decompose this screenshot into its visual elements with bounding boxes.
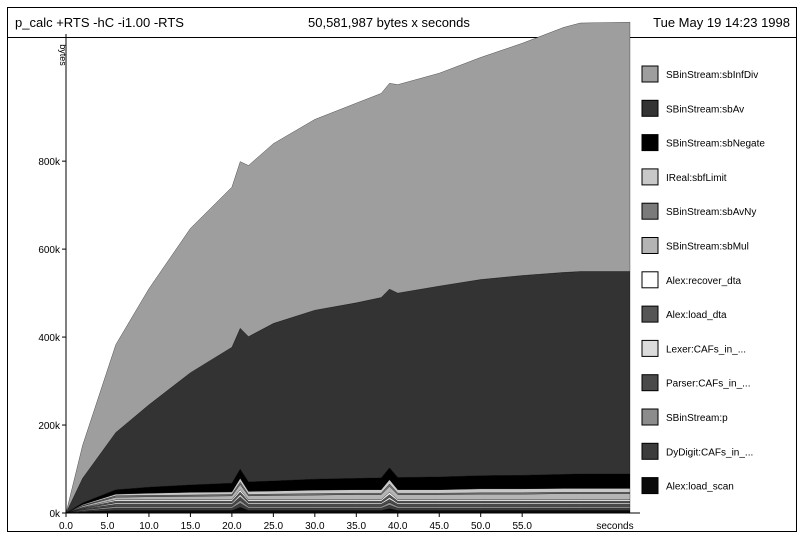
x-tick-label: 45.0 [430, 521, 450, 532]
x-tick-label: 35.0 [347, 521, 367, 532]
legend-label-lexer-cafs-in: Lexer:CAFs_in_... [666, 344, 746, 355]
legend-swatch-ireal-sbflimit [641, 168, 659, 186]
legend-label-sbinstream-sbmul: SBinStream:sbMul [666, 242, 749, 253]
x-axis-title: seconds [596, 521, 633, 532]
header-bar: p_calc +RTS -hC -i1.00 -RTS 50,581,987 b… [8, 8, 796, 38]
legend-label-sbinstream-p: SBinStream:p [666, 413, 728, 424]
y-axis-title: bytes [58, 44, 68, 66]
legend-swatch-sbinstream-sbmul [641, 237, 659, 254]
legend-swatch-sbinstream-sbnegate [641, 134, 659, 152]
x-tick-label: 0.0 [59, 521, 73, 532]
legend-label-alex-recover-dta: Alex:recover_dta [666, 276, 741, 287]
x-tick-label: 55.0 [512, 521, 532, 532]
legend-label-sbinstream-sbnegate: SBinStream:sbNegate [666, 139, 765, 150]
legend-label-alex-load-dta: Alex:load_dta [666, 310, 727, 321]
y-tick-label: 800k [38, 157, 61, 168]
legend-swatch-sbinstream-sbinfdiv [641, 65, 659, 83]
legend-label-sbinstream-sbinfdiv: SBinStream:sbInfDiv [666, 70, 758, 81]
x-tick-label: 10.0 [139, 521, 159, 532]
x-tick-label: 15.0 [181, 521, 201, 532]
run-date: Tue May 19 14:23 1998 [653, 15, 790, 30]
x-tick-label: 20.0 [222, 521, 242, 532]
x-tick-label: 5.0 [101, 521, 115, 532]
legend-swatch-alex-recover-dta [641, 271, 659, 289]
legend-label-ireal-sbflimit: IReal:sbfLimit [666, 173, 727, 184]
legend-label-sbinstream-sbavny: SBinStream:sbAvNy [666, 207, 756, 218]
legend-label-parser-cafs-in: Parser:CAFs_in_... [666, 379, 750, 390]
y-tick-label: 200k [38, 421, 61, 432]
total-bytes-seconds: 50,581,987 bytes x seconds [308, 15, 470, 30]
y-tick-label: 0k [49, 509, 61, 520]
legend-label-alex-load-scan: Alex:load_scan [666, 482, 734, 493]
y-tick-label: 600k [38, 245, 61, 256]
x-tick-label: 30.0 [305, 521, 325, 532]
y-tick-label: 400k [38, 333, 61, 344]
legend-swatch-sbinstream-sbav [641, 99, 659, 117]
program-command: p_calc +RTS -hC -i1.00 -RTS [15, 15, 184, 30]
legend-swatch-alex-load-scan [641, 477, 659, 495]
legend-swatch-sbinstream-p [641, 408, 659, 426]
x-tick-label: 50.0 [471, 521, 491, 532]
legend-label-sbinstream-sbav: SBinStream:sbAv [666, 104, 744, 115]
area-sbinstream-sbinfdiv [65, 22, 631, 514]
legend-swatch-dydigit-cafs-in [641, 442, 659, 460]
x-tick-label: 40.0 [388, 521, 408, 532]
legend-label-dydigit-cafs-in: DyDigit:CAFs_in_... [666, 447, 753, 458]
x-tick-label: 25.0 [264, 521, 284, 532]
legend-swatch-lexer-cafs-in [641, 339, 659, 357]
legend-swatch-alex-load-dta [641, 305, 659, 323]
legend-swatch-parser-cafs-in [641, 374, 659, 392]
legend-swatch-sbinstream-sbavny [641, 202, 659, 220]
